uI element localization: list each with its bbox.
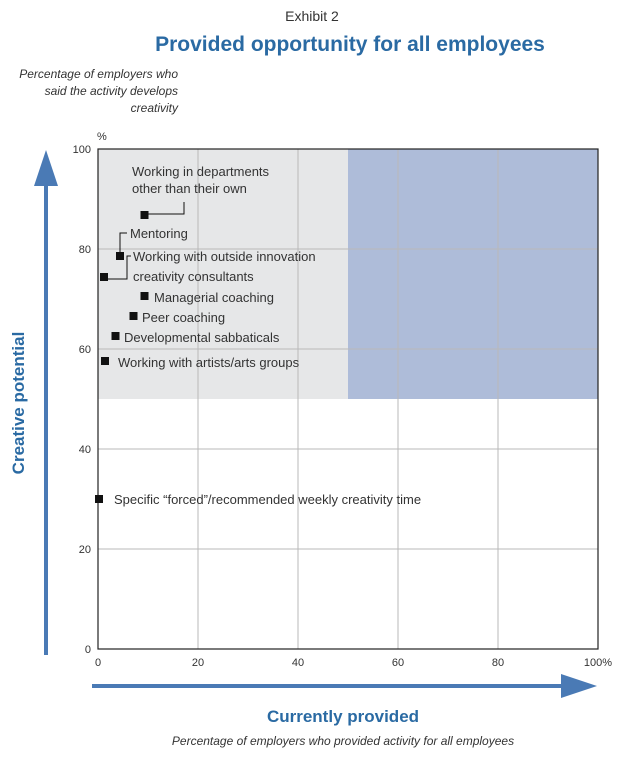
point-label-line: creativity consultants bbox=[133, 269, 254, 284]
region-1 bbox=[348, 149, 598, 399]
regions bbox=[98, 149, 598, 399]
point-label: Peer coaching bbox=[142, 310, 225, 325]
point-label-line: Peer coaching bbox=[142, 310, 225, 325]
data-point bbox=[101, 357, 109, 365]
x-tick-label: 60 bbox=[392, 657, 404, 669]
axis-arrows bbox=[34, 150, 597, 698]
plot-frame bbox=[97, 148, 599, 650]
point-label-line: Developmental sabbaticals bbox=[124, 330, 280, 345]
y-axis-note: Percentage of employers who said the act… bbox=[19, 67, 178, 115]
data-point bbox=[140, 292, 149, 300]
exhibit-label: Exhibit 2 bbox=[285, 8, 339, 24]
point-label-line: other than their own bbox=[132, 181, 247, 196]
point-label-line: Working with artists/arts groups bbox=[118, 355, 300, 370]
chart-svg: 0 20 40 60 80 100% 0 20 40 60 80 100 Working in dep… bbox=[9, 131, 613, 726]
y-tick-label: 80 bbox=[79, 244, 91, 256]
data-point bbox=[140, 211, 149, 219]
point-label-line: Managerial coaching bbox=[154, 290, 274, 305]
data-point bbox=[95, 495, 103, 503]
grid bbox=[98, 149, 598, 649]
x-arrow-head bbox=[561, 674, 597, 698]
y-tick-label: 0 bbox=[85, 644, 91, 656]
y-tick-label: 100 bbox=[73, 144, 91, 156]
y-axis-title: Creative potential bbox=[9, 332, 28, 475]
data-point bbox=[116, 252, 124, 260]
x-tick-label: 100% bbox=[584, 657, 612, 669]
point-label-line: Working in departments bbox=[132, 164, 270, 179]
y-tick-label: 40 bbox=[79, 444, 91, 456]
ticks: 0 20 40 60 80 100% 0 20 40 60 80 100 bbox=[73, 144, 613, 669]
region-0 bbox=[98, 149, 348, 399]
leader-line bbox=[148, 202, 185, 215]
y-tick-label: 20 bbox=[79, 544, 91, 556]
point-label: Working with outside innovation creativit… bbox=[133, 249, 316, 284]
data-point bbox=[100, 273, 108, 281]
data-point bbox=[111, 332, 120, 340]
points: Working in departments other than their o… bbox=[95, 164, 421, 507]
point-label: Specific “forced”/recommended weekly cre… bbox=[114, 492, 421, 507]
point-label: Working in departments other than their o… bbox=[132, 164, 270, 196]
x-tick-label: 40 bbox=[292, 657, 304, 669]
point-label-line: Mentoring bbox=[130, 226, 188, 241]
point-label: Developmental sabbaticals bbox=[124, 330, 280, 345]
x-tick-label: 80 bbox=[492, 657, 504, 669]
point-label: Managerial coaching bbox=[154, 290, 274, 305]
point-label: Mentoring bbox=[130, 226, 188, 241]
leader-line bbox=[105, 255, 131, 280]
leader-line bbox=[119, 232, 127, 255]
x-tick-label: 20 bbox=[192, 657, 204, 669]
y-tick-label: 60 bbox=[79, 344, 91, 356]
chart-title: Provided opportunity for all employees bbox=[155, 33, 545, 56]
x-tick-label: 0 bbox=[95, 657, 101, 669]
data-point bbox=[129, 312, 138, 320]
y-arrow-head bbox=[34, 150, 58, 186]
point-label-line: Specific “forced”/recommended weekly cre… bbox=[114, 492, 421, 507]
x-axis-note: Percentage of employers who provided act… bbox=[171, 734, 515, 748]
point-label: Working with artists/arts groups bbox=[118, 355, 300, 370]
point-label-line: Working with outside innovation bbox=[133, 249, 316, 264]
y-unit-label: % bbox=[97, 131, 107, 143]
x-axis-title: Currently provided bbox=[267, 707, 419, 726]
